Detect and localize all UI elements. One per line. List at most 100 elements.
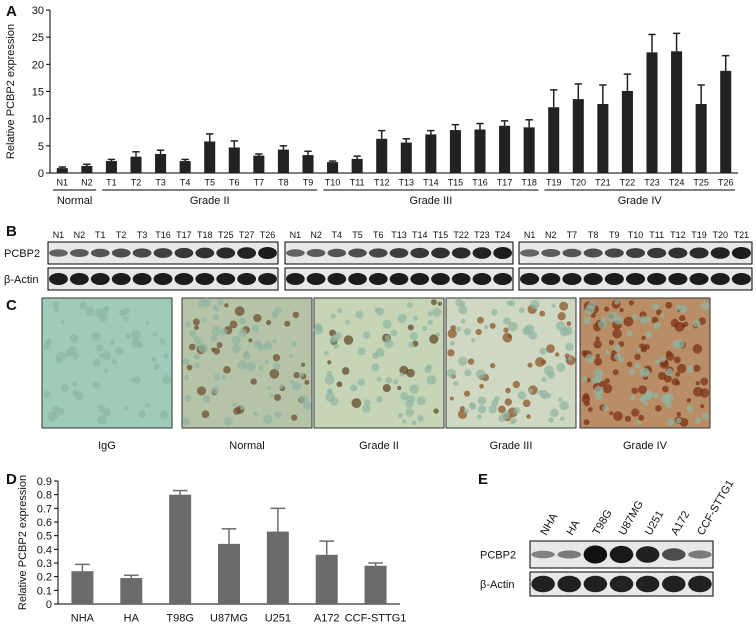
- cell: [498, 414, 506, 422]
- cell: [313, 324, 324, 335]
- error-bar: [279, 145, 288, 150]
- blot-band: [49, 249, 68, 257]
- error-bar: [648, 33, 656, 53]
- cell: [640, 346, 647, 353]
- bar: [327, 162, 339, 173]
- blot-band: [662, 548, 686, 561]
- cell: [397, 313, 407, 323]
- cell: [701, 412, 709, 420]
- bar: [218, 543, 240, 604]
- cell: [605, 350, 610, 355]
- lane-label: T98G: [591, 508, 615, 538]
- cell: [299, 372, 305, 378]
- y-tick-label: 0.8: [37, 490, 52, 502]
- y-tick-label: 0.9: [37, 476, 52, 488]
- cell: [385, 377, 392, 384]
- cell: [131, 338, 141, 349]
- cell: [239, 405, 245, 410]
- x-tick-label: T7: [254, 178, 265, 188]
- error-bar: [172, 489, 188, 495]
- lane-label: T26: [260, 230, 276, 240]
- cell: [299, 394, 309, 405]
- cell: [223, 366, 231, 374]
- cell: [357, 378, 366, 387]
- cell: [609, 411, 614, 416]
- lane-label: HA: [564, 518, 582, 538]
- cell: [449, 341, 455, 346]
- blot-band: [216, 273, 236, 285]
- x-tick-label: T19: [546, 178, 562, 188]
- blot-band: [688, 550, 712, 559]
- cell: [550, 408, 559, 418]
- micrograph: [181, 297, 313, 429]
- blot-band: [710, 247, 730, 259]
- error-bar: [476, 122, 484, 130]
- cell: [643, 400, 649, 406]
- cell: [507, 333, 512, 339]
- lane-label: T5: [352, 230, 363, 240]
- blot-band: [731, 247, 751, 259]
- cell: [232, 344, 241, 354]
- y-axis-label: Relative PCBP2 expression: [17, 475, 29, 610]
- cell: [475, 369, 486, 380]
- cell: [393, 379, 399, 385]
- error-bar: [672, 32, 681, 52]
- cell: [639, 395, 646, 403]
- cell: [665, 350, 672, 357]
- cell: [629, 394, 636, 401]
- cell: [555, 352, 560, 357]
- cell: [211, 326, 222, 337]
- blot-band: [662, 575, 686, 593]
- cell: [556, 362, 566, 373]
- error-bar: [123, 574, 139, 579]
- error-bar: [525, 119, 533, 128]
- cell: [639, 315, 648, 324]
- cell: [131, 329, 141, 340]
- cell: [683, 321, 689, 327]
- cell: [447, 349, 455, 357]
- cell: [595, 336, 600, 341]
- cell: [72, 352, 80, 360]
- cell: [267, 386, 272, 391]
- cell: [626, 361, 633, 368]
- lane-label: T25: [218, 230, 234, 240]
- cell: [597, 320, 607, 329]
- cell: [567, 356, 572, 361]
- blot-band: [451, 247, 471, 259]
- cell: [229, 320, 238, 329]
- cell: [477, 316, 484, 324]
- cell: [628, 300, 634, 306]
- blot-band: [69, 248, 89, 258]
- cell: [619, 356, 625, 363]
- blot-band: [132, 248, 152, 258]
- cell: [424, 366, 432, 374]
- error-bar: [574, 83, 582, 100]
- cell: [638, 414, 645, 421]
- cell: [217, 298, 224, 306]
- cell: [201, 410, 210, 419]
- bar: [105, 161, 117, 173]
- x-tick-label: T16: [472, 178, 488, 188]
- lane-label: T6: [373, 230, 384, 240]
- blot-band: [731, 273, 751, 285]
- cell: [460, 301, 466, 307]
- cell: [98, 352, 104, 359]
- cell: [463, 408, 470, 414]
- cell: [665, 368, 674, 376]
- blot-band: [531, 550, 555, 559]
- blot-band: [583, 248, 603, 258]
- lane-label: T8: [588, 230, 599, 240]
- cell: [375, 348, 385, 357]
- cell: [220, 328, 228, 336]
- cell: [432, 307, 442, 317]
- cell: [102, 306, 109, 313]
- cell: [184, 394, 192, 402]
- cell: [467, 358, 475, 365]
- cell: [427, 319, 433, 326]
- cell: [97, 415, 107, 425]
- cell: [409, 384, 419, 394]
- cell: [659, 312, 665, 318]
- lane-label: T16: [155, 230, 171, 240]
- y-tick-label: 0.2: [37, 572, 52, 584]
- cell: [397, 385, 402, 390]
